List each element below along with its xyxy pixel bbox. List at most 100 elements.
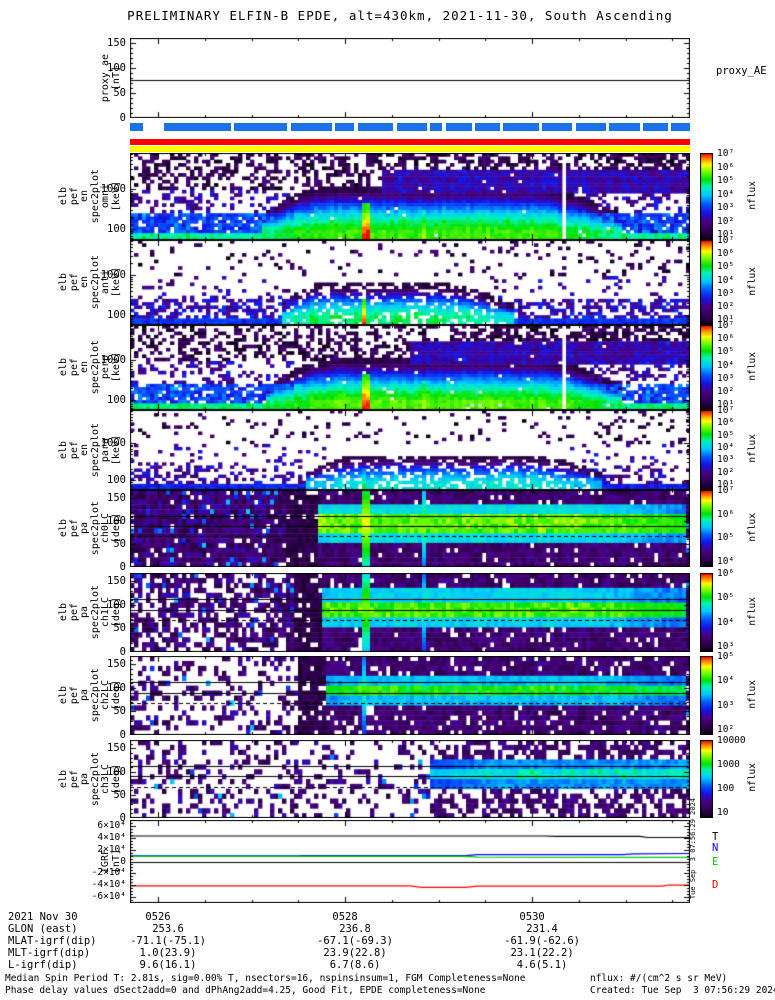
energy-tick-label: 1000 [100,182,126,195]
colorbar-tick-label: 10³ [717,699,735,711]
axis-label-ch3LC-line-4: ch3LC [100,763,111,795]
table-row-header: GLON (east) [8,923,78,935]
axis-label-ch1LC: elb pef pa spec2plot ch1LC [deg] [34,573,122,652]
colorbar-tick-label: 10⁴ [717,359,735,371]
pa-tick-label: 150 [107,575,126,588]
colorbar-tick-label: 10⁶ [717,568,735,579]
created-timestamp-vertical: Tue Sep 3 07:56:29 2024 [689,798,697,900]
footer-line1: Median Spin Period T: 2.81s, sig=0.00% T… [5,973,526,984]
axis-label-anti-line-2: en [79,276,90,289]
colorbar-tick-label: 10⁷ [717,485,735,496]
colorbar-tick-label: 100 [717,783,735,794]
axis-label-anti-line-0: elb [58,273,69,292]
spectrogram-anti-canvas [130,240,690,325]
proxy-ae-axis-label: proxy_ae [nT] [34,38,122,118]
colorbar-tick-label: 10⁵ [717,261,735,273]
axis-label-ch3LC-line-5: [deg] [110,763,122,795]
table-row-header: MLAT-igrf(dip) [8,935,97,947]
axis-label-ch1LC-line-2: pa [79,606,90,619]
availability-bar-segment [357,123,394,131]
energy-tick-label: 1000 [100,268,126,281]
colorbar-title-para: nflux [747,434,758,463]
colorbar-tick-label: 10⁴ [717,274,735,286]
colorbar-title-ch3LC: nflux [747,763,758,792]
colorbar-tick-label: 10⁶ [717,248,735,260]
colorbar-tick-label: 10³ [717,454,735,466]
colorbar-tick-label: 10² [717,385,735,397]
axis-label-ch1LC-line-5: [deg] [110,597,122,628]
axis-label-omni-line-5: [keV] [110,181,122,212]
igrf-tick-label: 4×10⁴ [97,831,126,843]
pa-tick-label: 0 [119,646,126,658]
table-cell: 4.6(5.1) [516,959,568,971]
igrf-tick-label: -4×10⁴ [91,879,126,891]
colorbar-title-ch2LC: nflux [747,679,758,709]
proxy-ae-right-label: proxy_AE [716,65,767,77]
axis-label-ch2LC-line-2: pa [79,689,90,702]
footer-line2: Phase delay values dSect2add=0 and dPhAn… [5,985,486,996]
table-row-header: 2021 Nov 30 [8,911,78,923]
quality-bar-red [130,139,690,145]
colorbar-tick-label: 10⁴ [717,188,735,200]
spectrogram-ch1LC-canvas [130,573,690,652]
colorbar-perp [700,325,713,410]
colorbar-ch1LC [700,573,713,652]
proxy-tick-label: 50 [113,87,126,99]
pa-tick-label: 150 [107,658,126,671]
axis-label-para-line-5: [keV] [110,434,122,466]
pa-tick-label: 100 [107,598,126,611]
table-row-header: L-igrf(dip) [8,959,78,971]
plot-title: PRELIMINARY ELFIN-B EPDE, alt=430km, 202… [127,8,673,23]
colorbar-tick-label: 10¹ [717,314,735,325]
axis-label-para-line-4: para [100,437,111,463]
axis-label-ch0LC-line-4: ch0LC [100,513,111,544]
availability-bar-segment [290,123,332,131]
colorbar-tick-label: 10² [717,215,735,227]
pa-tick-label: 100 [107,765,126,778]
axis-label-ch2LC-line-5: [deg] [110,680,122,711]
pa-tick-label: 0 [119,561,126,573]
pa-tick-label: 150 [107,742,126,755]
pa-tick-label: 100 [107,681,126,694]
colorbar-tick-label: 10² [717,300,735,312]
colorbar-tick-label: 10⁵ [717,651,735,662]
igrf-tick-label: 2×10⁴ [97,843,126,855]
axis-label-perp-line-5: [keV] [110,352,122,383]
igrf-series-label-D: D [712,879,719,892]
colorbar-title-perp: nflux [747,351,758,381]
footer-nflux-units: nflux: #/(cm^2 s sr MeV) [590,973,728,984]
igrf-tick-label: -2×10⁴ [91,867,126,879]
table-row-header: MLT-igrf(dip) [8,947,91,959]
axis-label-anti-line-5: [keV] [110,267,122,298]
colorbar-tick-label: 10³ [717,202,735,213]
colorbar-tick-label: 10¹ [717,479,735,490]
colorbar-tick-label: 1000 [717,759,740,770]
colorbar-tick-label: 10⁴ [717,616,735,628]
availability-bar-segment [130,123,143,131]
table-cell: -61.9(-62.6) [504,935,580,947]
colorbar-tick-label: 10⁵ [717,346,735,358]
proxy-tick-label: 100 [107,62,126,74]
colorbar-ch0LC [700,490,713,567]
pa-tick-label: 150 [107,492,126,505]
colorbar-tick-label: 10¹ [717,399,735,410]
axis-label-anti-line-4: anti [100,270,111,295]
colorbar-title-ch1LC: nflux [747,596,758,626]
table-cell: 236.8 [339,923,371,935]
table-cell: 0526 [145,911,171,923]
pa-tick-label: 0 [119,729,126,741]
axis-label-omni: elb pef en spec2plot omni [keV] [34,153,122,240]
axis-label-anti: elb pef en spec2plot anti [keV] [34,240,122,325]
colorbar-tick-label: 10⁶ [717,508,735,520]
colorbar-ch2LC [700,656,713,735]
axis-label-ch2LC-line-0: elb [58,686,69,705]
igrf-series-label-E: E [712,856,719,869]
colorbar-tick-label: 10² [717,466,735,478]
colorbar-tick-label: 10⁴ [717,442,735,453]
igrf-tick-label: 6×10⁴ [97,819,126,831]
igrf-series-label-T: T [712,831,719,844]
igrf-panel [130,820,690,903]
availability-bar-segment [446,123,472,131]
energy-tick-label: 100 [107,393,126,406]
